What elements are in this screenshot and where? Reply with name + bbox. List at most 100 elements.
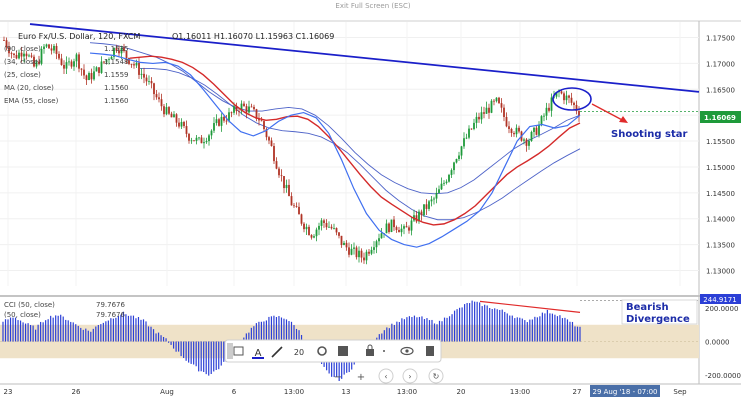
visual-order-icon[interactable] (338, 346, 348, 356)
candle-body (223, 116, 225, 121)
candle-body (500, 103, 503, 108)
candle-body (478, 116, 480, 120)
moving-average-lines (89, 52, 581, 248)
candle-body (570, 97, 573, 103)
candle-body (218, 119, 220, 126)
candle-body (488, 107, 490, 113)
resistance-trendline (29, 23, 700, 93)
candle-body (475, 116, 478, 123)
candle-body (180, 122, 183, 127)
candle-body (493, 100, 495, 102)
price-tick-label: 1.15500 (706, 138, 735, 146)
candle-body (438, 189, 440, 193)
trendline-group (29, 23, 700, 112)
candle-body (118, 50, 120, 54)
candle-body (103, 61, 105, 63)
time-tick-label: 27 (573, 388, 582, 396)
candle-body (555, 91, 558, 97)
price-tick-label: 1.17500 (706, 35, 735, 43)
candle-body (323, 220, 325, 223)
candle-body (370, 249, 373, 254)
candle-body (565, 95, 568, 101)
delete-trash-icon[interactable] (426, 346, 434, 356)
bearish-divergence-label-line2: Divergence (626, 314, 690, 325)
hide-eye-icon[interactable] (400, 346, 414, 356)
candle-body (285, 184, 288, 189)
candle-body (268, 137, 270, 141)
scroll-right-button[interactable] (402, 368, 418, 384)
candle-body (75, 54, 78, 62)
text-color-icon[interactable]: A (255, 348, 262, 359)
crosshair-time-tag: 29 Aug '18 - 07:00 (590, 385, 660, 397)
shooting-star-arrow (591, 103, 627, 123)
settings-gear-icon[interactable] (317, 346, 327, 356)
candle-body (20, 52, 23, 57)
candle-body (365, 251, 368, 261)
reset-icon: ↻ (433, 372, 440, 381)
candle-body (278, 168, 280, 176)
candle-body (68, 61, 70, 63)
lock-icon[interactable] (366, 349, 374, 356)
candle-body (55, 45, 58, 54)
candle-body (333, 228, 335, 229)
candle-body (543, 115, 545, 117)
zoom-in-icon[interactable]: + (357, 372, 365, 383)
toolbar-separator-dot (383, 350, 385, 352)
indicator-legend-value: 1.1559 (104, 71, 129, 79)
candle-body (150, 81, 153, 84)
candle-body (408, 227, 410, 231)
candle-body (528, 141, 530, 146)
candle-body (113, 47, 115, 57)
candle-body (258, 119, 260, 121)
time-tick-label: 13:00 (397, 388, 417, 396)
scroll-left-button[interactable] (378, 368, 394, 384)
candle-body (158, 97, 160, 100)
candle-body (238, 111, 240, 112)
candle-body (198, 137, 200, 139)
crosshair-time-value: 29 Aug '18 - 07:00 (592, 388, 657, 396)
zoom-out-icon[interactable]: − (334, 372, 342, 383)
last-price-tag-bg (700, 111, 741, 123)
candle-body (375, 241, 378, 248)
candle-body (8, 47, 10, 54)
candle-body (545, 107, 548, 116)
candle-body (428, 201, 430, 209)
indicator-legend-value: 1.1548 (104, 58, 129, 66)
indicator-legend-value: 1.1560 (104, 84, 129, 92)
candle-body (13, 53, 15, 55)
line-color-icon[interactable] (271, 346, 283, 358)
cci-legend: CCI (50, close) 79.7676 (50, close) 79.7676 (4, 301, 125, 319)
candle-body (443, 182, 445, 184)
candle-body (518, 127, 520, 132)
candle-body (460, 146, 463, 156)
candle-body (98, 67, 100, 73)
indicator-legend-label: (34, close) (4, 58, 41, 66)
candle-body (470, 128, 473, 130)
candle-body (30, 55, 33, 57)
price-tick-label: 1.13500 (706, 242, 735, 250)
line-width-value[interactable]: 20 (294, 348, 304, 357)
candle-body (230, 112, 233, 114)
candle-body (123, 47, 125, 52)
candle-body (80, 68, 83, 70)
reset-button[interactable] (428, 368, 444, 384)
candle-body (63, 64, 65, 69)
candle-body (43, 46, 45, 50)
candle-body (15, 54, 18, 59)
candle-body (220, 116, 223, 126)
ma-line (89, 52, 581, 248)
candle-body (185, 126, 188, 134)
candle-body (390, 219, 393, 232)
time-tick-label: 23 (4, 388, 13, 396)
candle-body (458, 155, 460, 160)
time-tick-label: Sep (673, 388, 687, 396)
exit-fullscreen-label[interactable]: Exit Full Screen (ESC) (335, 2, 410, 10)
template-icon[interactable] (233, 346, 244, 356)
candle-body (420, 211, 423, 216)
candle-body (523, 139, 525, 141)
shooting-star-highlight (552, 87, 592, 111)
candle-body (60, 58, 63, 65)
candle-body (120, 47, 123, 54)
toolbar-drag-handle[interactable] (227, 343, 233, 359)
